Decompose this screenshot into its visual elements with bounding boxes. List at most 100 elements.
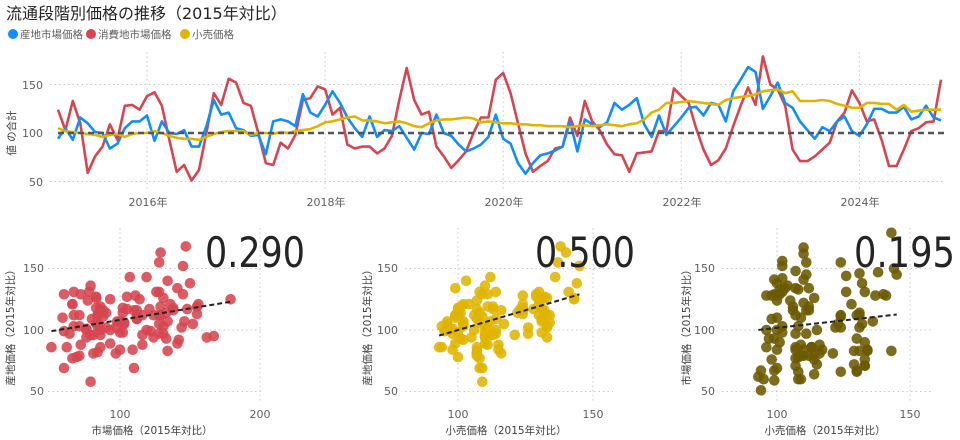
scatter-point[interactable] [176,322,187,333]
scatter-point[interactable] [811,359,823,370]
scatter-point[interactable] [798,350,809,362]
scatter-point[interactable] [95,341,106,353]
scatter-point[interactable] [808,292,820,304]
scatter-point[interactable] [552,257,564,268]
scatter-point[interactable] [531,291,542,303]
scatter-point[interactable] [155,247,166,258]
scatter-point[interactable] [835,309,847,321]
scatter-point[interactable] [110,348,122,359]
scatter-point[interactable] [479,280,491,292]
scatter-point[interactable] [82,295,94,306]
scatter-point[interactable] [851,333,863,344]
scatter-point[interactable] [58,289,70,300]
scatter-point[interactable] [127,344,138,356]
scatter-point[interactable] [766,354,777,365]
scatter-point[interactable] [477,311,488,322]
scatter-point[interactable] [145,325,157,337]
scatter-point[interactable] [560,247,572,258]
scatter-point[interactable] [856,318,868,330]
scatter-point[interactable] [886,227,897,239]
scatter-point[interactable] [137,329,148,341]
scatter-point[interactable] [859,354,871,365]
scatter-point[interactable] [58,362,70,374]
scatter-point[interactable] [485,271,496,283]
scatter-point[interactable] [509,329,520,341]
scatter-point[interactable] [856,278,868,289]
scatter-point[interactable] [141,271,152,283]
scatter-point[interactable] [201,332,213,343]
scatter-point[interactable] [795,373,807,385]
scatter-point[interactable] [177,289,189,300]
scatter-point[interactable] [124,271,136,283]
scatter-point[interactable] [153,257,165,268]
scatter-point[interactable] [574,260,585,272]
scatter-point[interactable] [790,309,801,321]
scatter-point[interactable] [474,362,485,374]
scatter-point[interactable] [840,270,852,282]
scatter-point[interactable] [75,339,87,351]
scatter-point[interactable] [835,257,847,268]
scatter-point[interactable] [790,360,801,372]
scatter-point[interactable] [172,338,183,349]
scatter-point[interactable] [798,274,809,285]
scatter-point[interactable] [162,345,173,357]
scatter-point[interactable] [458,334,469,346]
scatter-point[interactable] [536,313,547,325]
scatter-point[interactable] [880,290,892,301]
scatter-point[interactable] [177,260,189,272]
scatter-point[interactable] [121,303,133,315]
scatter-point[interactable] [61,341,73,353]
scatter-point[interactable] [872,266,884,278]
legend-label-shohichi[interactable]: 消費地市場価格 [98,28,172,41]
scatter-point[interactable] [851,366,863,378]
scatter-point[interactable] [790,265,801,277]
scatter-point[interactable] [162,275,173,287]
scatter-point[interactable] [886,345,897,357]
series-line-1[interactable] [56,55,943,182]
scatter-point[interactable] [144,303,155,315]
scatter-point[interactable] [862,345,873,357]
scatter-point[interactable] [769,375,780,386]
scatter-point[interactable] [184,278,196,289]
scatter-point[interactable] [798,248,809,259]
scatter-point[interactable] [859,337,871,348]
scatter-point[interactable] [64,328,75,340]
scatter-point[interactable] [755,385,767,396]
scatter-point[interactable] [803,305,815,316]
scatter-point[interactable] [870,290,881,301]
scatter-point[interactable] [761,341,772,353]
scatter-point[interactable] [769,274,780,285]
scatter-point[interactable] [479,338,491,349]
scatter-point[interactable] [162,316,173,327]
scatter-point[interactable] [777,273,788,284]
scatter-point[interactable] [118,317,130,328]
scatter-point[interactable] [795,339,807,351]
scatter-point[interactable] [801,328,812,340]
scatter-point[interactable] [137,339,148,351]
scatter-point[interactable] [808,369,820,380]
scatter-point[interactable] [808,349,820,360]
scatter-point[interactable] [549,271,561,283]
scatter-point[interactable] [158,328,169,340]
scatter-point[interactable] [571,278,583,289]
scatter-point[interactable] [131,305,143,316]
scatter-point[interactable] [85,376,96,388]
scatter-point[interactable] [846,298,857,310]
scatter-point[interactable] [490,286,502,298]
scatter-point[interactable] [568,292,580,304]
scatter-point[interactable] [441,316,453,327]
scatter-point[interactable] [790,353,801,364]
scatter-point[interactable] [854,268,865,279]
scatter-point[interactable] [191,308,203,320]
scatter-point[interactable] [121,291,133,303]
scatter-point[interactable] [482,301,494,312]
scatter-point[interactable] [753,371,764,383]
scatter-point[interactable] [104,294,116,305]
scatter-point[interactable] [769,365,780,376]
legend-label-sanchi[interactable]: 産地市場価格 [20,28,83,41]
scatter-point[interactable] [498,318,510,330]
scatter-point[interactable] [433,341,445,353]
scatter-point[interactable] [763,333,775,344]
scatter-point[interactable] [46,341,57,353]
scatter-point[interactable] [493,344,504,356]
